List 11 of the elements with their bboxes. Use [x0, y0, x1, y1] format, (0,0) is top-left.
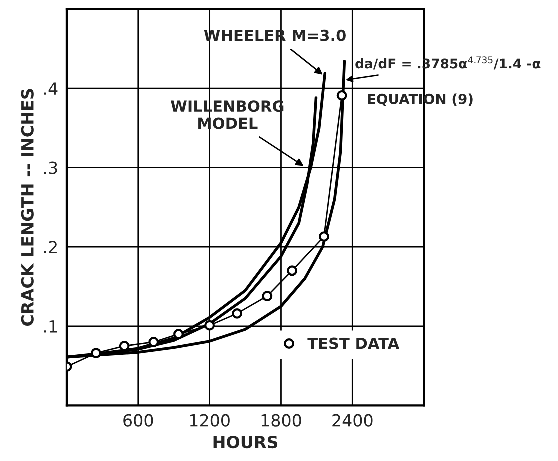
x-tick-label: 2400 [332, 414, 373, 427]
y-tick-label: .3 [44, 162, 58, 174]
x-tick-label: 1800 [262, 414, 302, 427]
y-tick-label: .2 [44, 241, 57, 254]
legend-label: TEST DATA [308, 338, 400, 350]
y-axis-title: CRACK LENGTH -- INCHES [21, 89, 34, 326]
y-tick-label: .4 [44, 82, 58, 95]
y-tick-label: .1 [44, 320, 58, 333]
x-tick-label: 600 [124, 414, 154, 427]
x-tick-label: 1200 [190, 414, 230, 427]
x-axis-title: HOURS [214, 436, 278, 449]
